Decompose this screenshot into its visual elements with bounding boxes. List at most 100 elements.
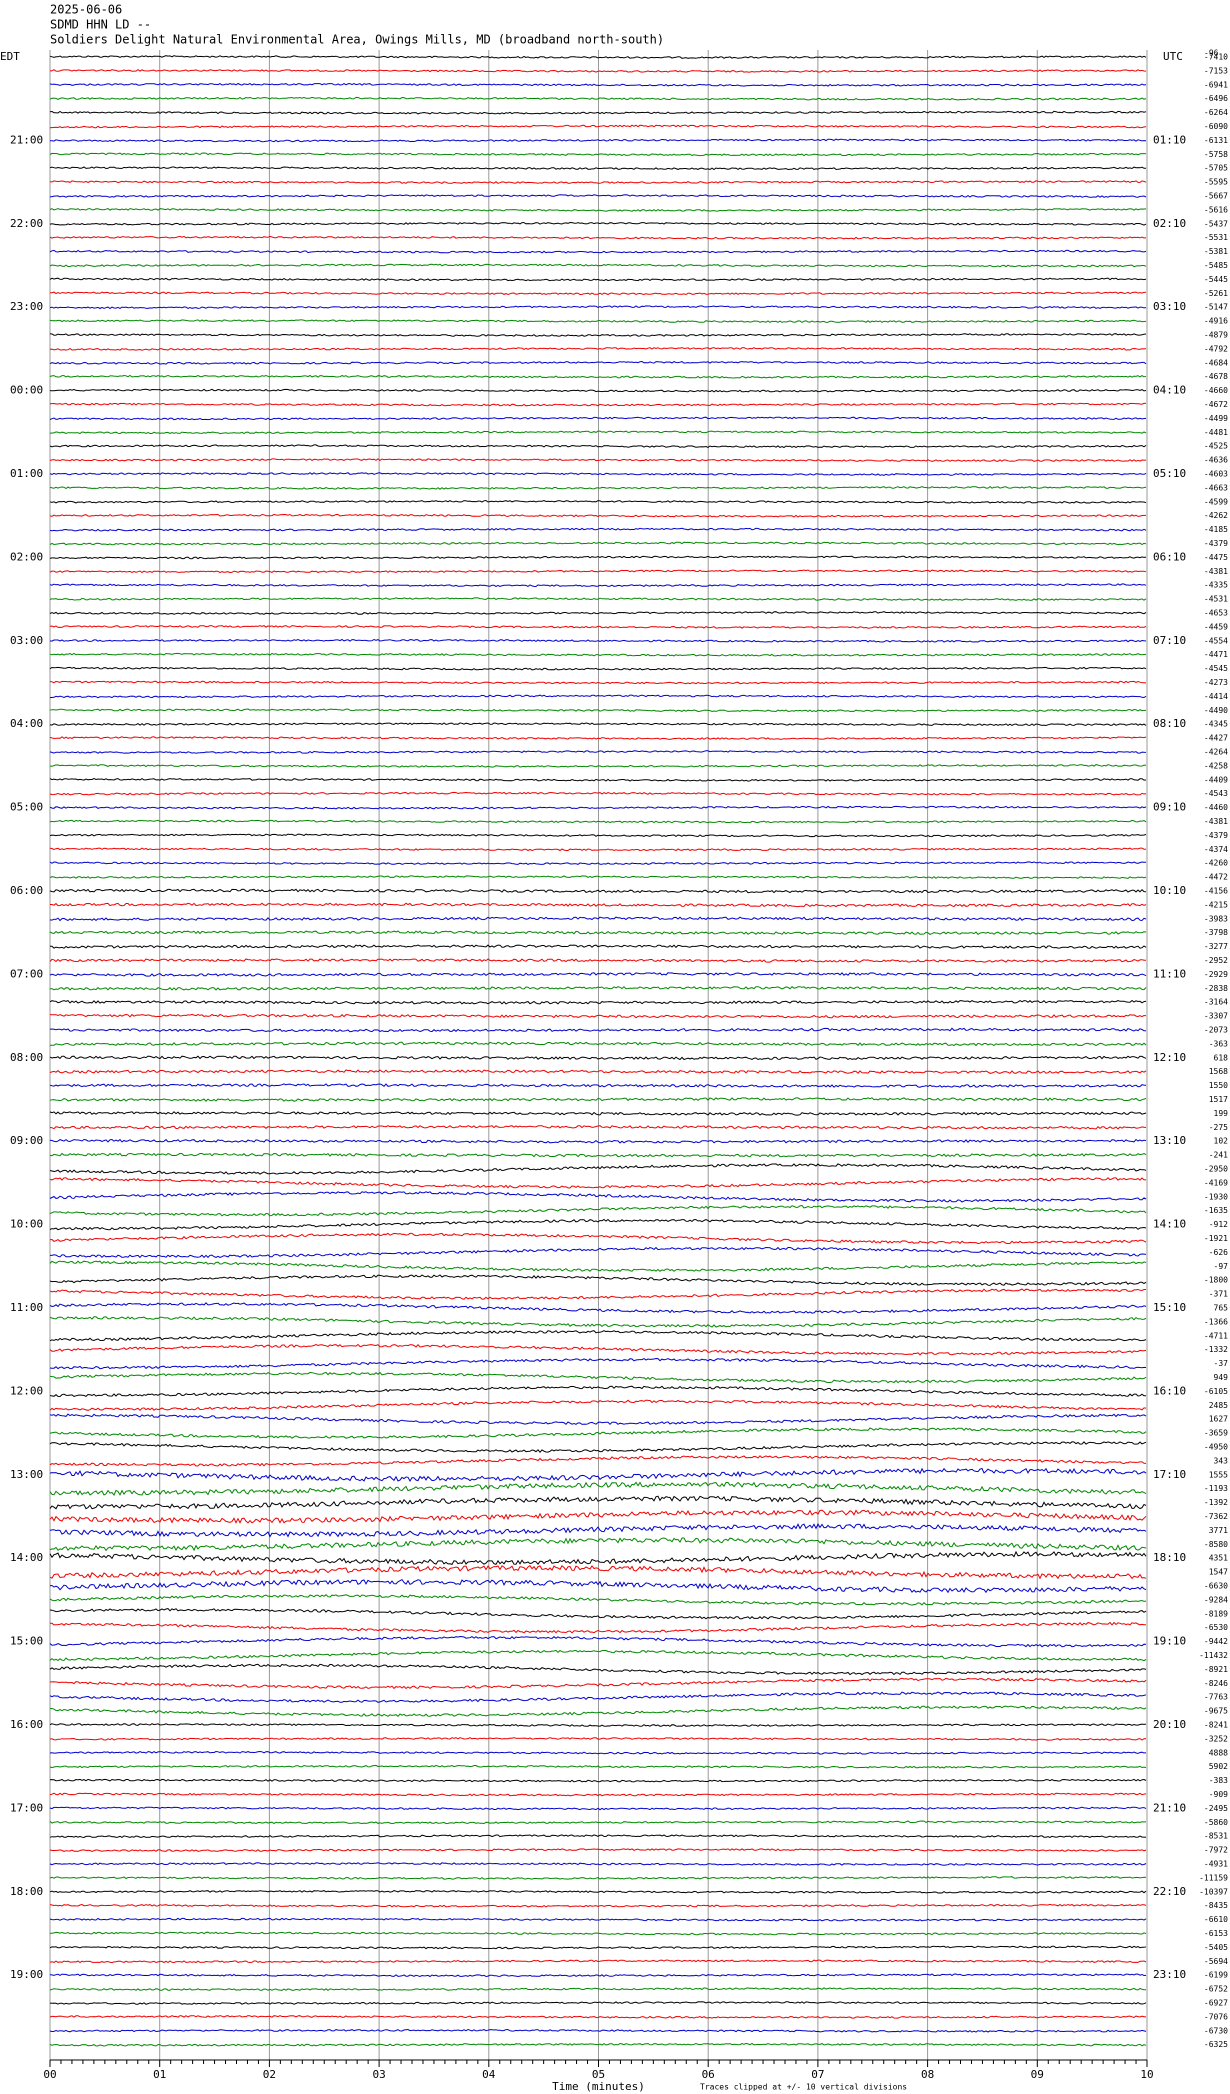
trace bbox=[49, 1608, 1147, 1620]
trace-label: -4335 bbox=[1204, 581, 1228, 590]
trace-label: -4345 bbox=[1204, 720, 1228, 729]
edt-hour: 10:00 bbox=[10, 1218, 43, 1231]
utc-hour: 19:10 bbox=[1153, 1635, 1186, 1648]
trace-label: -2952 bbox=[1204, 956, 1228, 965]
trace-label: -4460 bbox=[1204, 803, 1228, 812]
trace-label: -4599 bbox=[1204, 497, 1228, 506]
trace-label: -8531 bbox=[1204, 1832, 1228, 1841]
trace bbox=[49, 1691, 1147, 1703]
utc-hour: 22:10 bbox=[1153, 1885, 1186, 1898]
trace-label: -5381 bbox=[1204, 247, 1228, 256]
trace-label: 618 bbox=[1214, 1053, 1229, 1062]
trace-label: -4374 bbox=[1204, 845, 1228, 854]
trace bbox=[49, 916, 1147, 922]
trace-label: -5705 bbox=[1204, 164, 1228, 173]
edt-hour: 14:00 bbox=[10, 1551, 43, 1564]
trace-label: -4262 bbox=[1204, 511, 1228, 520]
trace bbox=[49, 833, 1147, 838]
trace bbox=[49, 2015, 1147, 2019]
trace-label: -6610 bbox=[1204, 1915, 1228, 1924]
trace-label: -6496 bbox=[1204, 94, 1228, 103]
trace bbox=[49, 388, 1147, 393]
trace-label: -383 bbox=[1209, 1776, 1228, 1785]
trace-label: -2495 bbox=[1204, 1804, 1228, 1813]
trace bbox=[49, 1917, 1147, 1922]
trace-label: -4169 bbox=[1204, 1178, 1228, 1187]
trace-label: 1550 bbox=[1209, 1081, 1228, 1090]
trace bbox=[49, 1594, 1147, 1606]
edt-hour: 15:00 bbox=[10, 1635, 43, 1648]
trace-label: 4888 bbox=[1209, 1748, 1228, 1757]
trace-label: -4258 bbox=[1204, 761, 1228, 770]
trace-label: -4490 bbox=[1204, 706, 1228, 715]
trace bbox=[50, 1246, 1147, 1259]
trace bbox=[49, 55, 1147, 59]
trace bbox=[49, 541, 1147, 546]
trace-label: -8246 bbox=[1204, 1679, 1228, 1688]
trace-label: -2929 bbox=[1204, 970, 1228, 979]
trace bbox=[49, 1973, 1147, 1978]
trace bbox=[49, 1413, 1147, 1426]
x-tick-label: 10 bbox=[1140, 2068, 1153, 2081]
trace-label: 765 bbox=[1214, 1304, 1229, 1313]
x-tick-label: 02 bbox=[263, 2068, 276, 2081]
trace-label: -8435 bbox=[1204, 1901, 1228, 1910]
edt-hour: 16:00 bbox=[10, 1718, 43, 1731]
trace-label: -1921 bbox=[1204, 1234, 1228, 1243]
utc-hour: 03:10 bbox=[1153, 300, 1186, 313]
edt-hour: 07:00 bbox=[10, 967, 43, 980]
trace-label: -5616 bbox=[1204, 205, 1228, 214]
edt-hour: 00:00 bbox=[10, 384, 43, 397]
trace bbox=[49, 888, 1147, 894]
trace-label: -5531 bbox=[1204, 233, 1228, 242]
trace-label: -6752 bbox=[1204, 1985, 1228, 1994]
trace bbox=[49, 1083, 1147, 1089]
trace bbox=[49, 1876, 1147, 1880]
trace bbox=[49, 958, 1146, 963]
trace-label: 2485 bbox=[1209, 1401, 1228, 1410]
trace-label: 1568 bbox=[1209, 1067, 1228, 1076]
trace-label: -1392 bbox=[1204, 1498, 1228, 1507]
trace-label: -4792 bbox=[1204, 344, 1228, 353]
trace bbox=[49, 999, 1147, 1005]
trace bbox=[49, 96, 1147, 101]
utc-hour: 05:10 bbox=[1153, 467, 1186, 480]
trace bbox=[49, 819, 1147, 824]
trace bbox=[49, 930, 1147, 935]
trace bbox=[49, 1441, 1147, 1453]
trace-label: -1930 bbox=[1204, 1192, 1228, 1201]
trace bbox=[49, 1764, 1147, 1769]
trace bbox=[49, 1737, 1147, 1741]
utc-hour: 15:10 bbox=[1153, 1301, 1186, 1314]
trace-label: -912 bbox=[1209, 1220, 1228, 1229]
trace-label: -11159 bbox=[1199, 1873, 1228, 1882]
trace bbox=[49, 1055, 1147, 1061]
utc-hour: 08:10 bbox=[1153, 717, 1186, 730]
trace-label: -6131 bbox=[1204, 136, 1228, 145]
trace bbox=[49, 1191, 1147, 1203]
trace bbox=[49, 1987, 1147, 1992]
trace bbox=[49, 1890, 1147, 1894]
trace bbox=[49, 722, 1147, 727]
trace bbox=[49, 1635, 1147, 1648]
trace bbox=[49, 1274, 1147, 1286]
date: 2025-06-06 bbox=[50, 3, 122, 17]
utc-hour: 23:10 bbox=[1153, 1968, 1186, 1981]
trace bbox=[49, 597, 1147, 601]
utc-hour: 18:10 bbox=[1153, 1551, 1186, 1564]
edt-hour: 03:00 bbox=[10, 634, 43, 647]
trace-label: -10397 bbox=[1199, 1887, 1228, 1896]
trace-label: -8241 bbox=[1204, 1721, 1228, 1730]
trace-label: 4351 bbox=[1209, 1554, 1228, 1563]
trace-label: -8189 bbox=[1204, 1609, 1228, 1618]
trace bbox=[49, 1041, 1147, 1047]
trace-label: -3659 bbox=[1204, 1429, 1228, 1438]
trace bbox=[49, 1218, 1147, 1231]
trace-label: -4653 bbox=[1204, 609, 1228, 618]
trace-label: -6530 bbox=[1204, 1623, 1228, 1632]
trace bbox=[49, 1138, 1147, 1144]
left-zone: EDT bbox=[0, 50, 20, 63]
trace bbox=[49, 1820, 1147, 1825]
utc-hour: 20:10 bbox=[1153, 1718, 1186, 1731]
